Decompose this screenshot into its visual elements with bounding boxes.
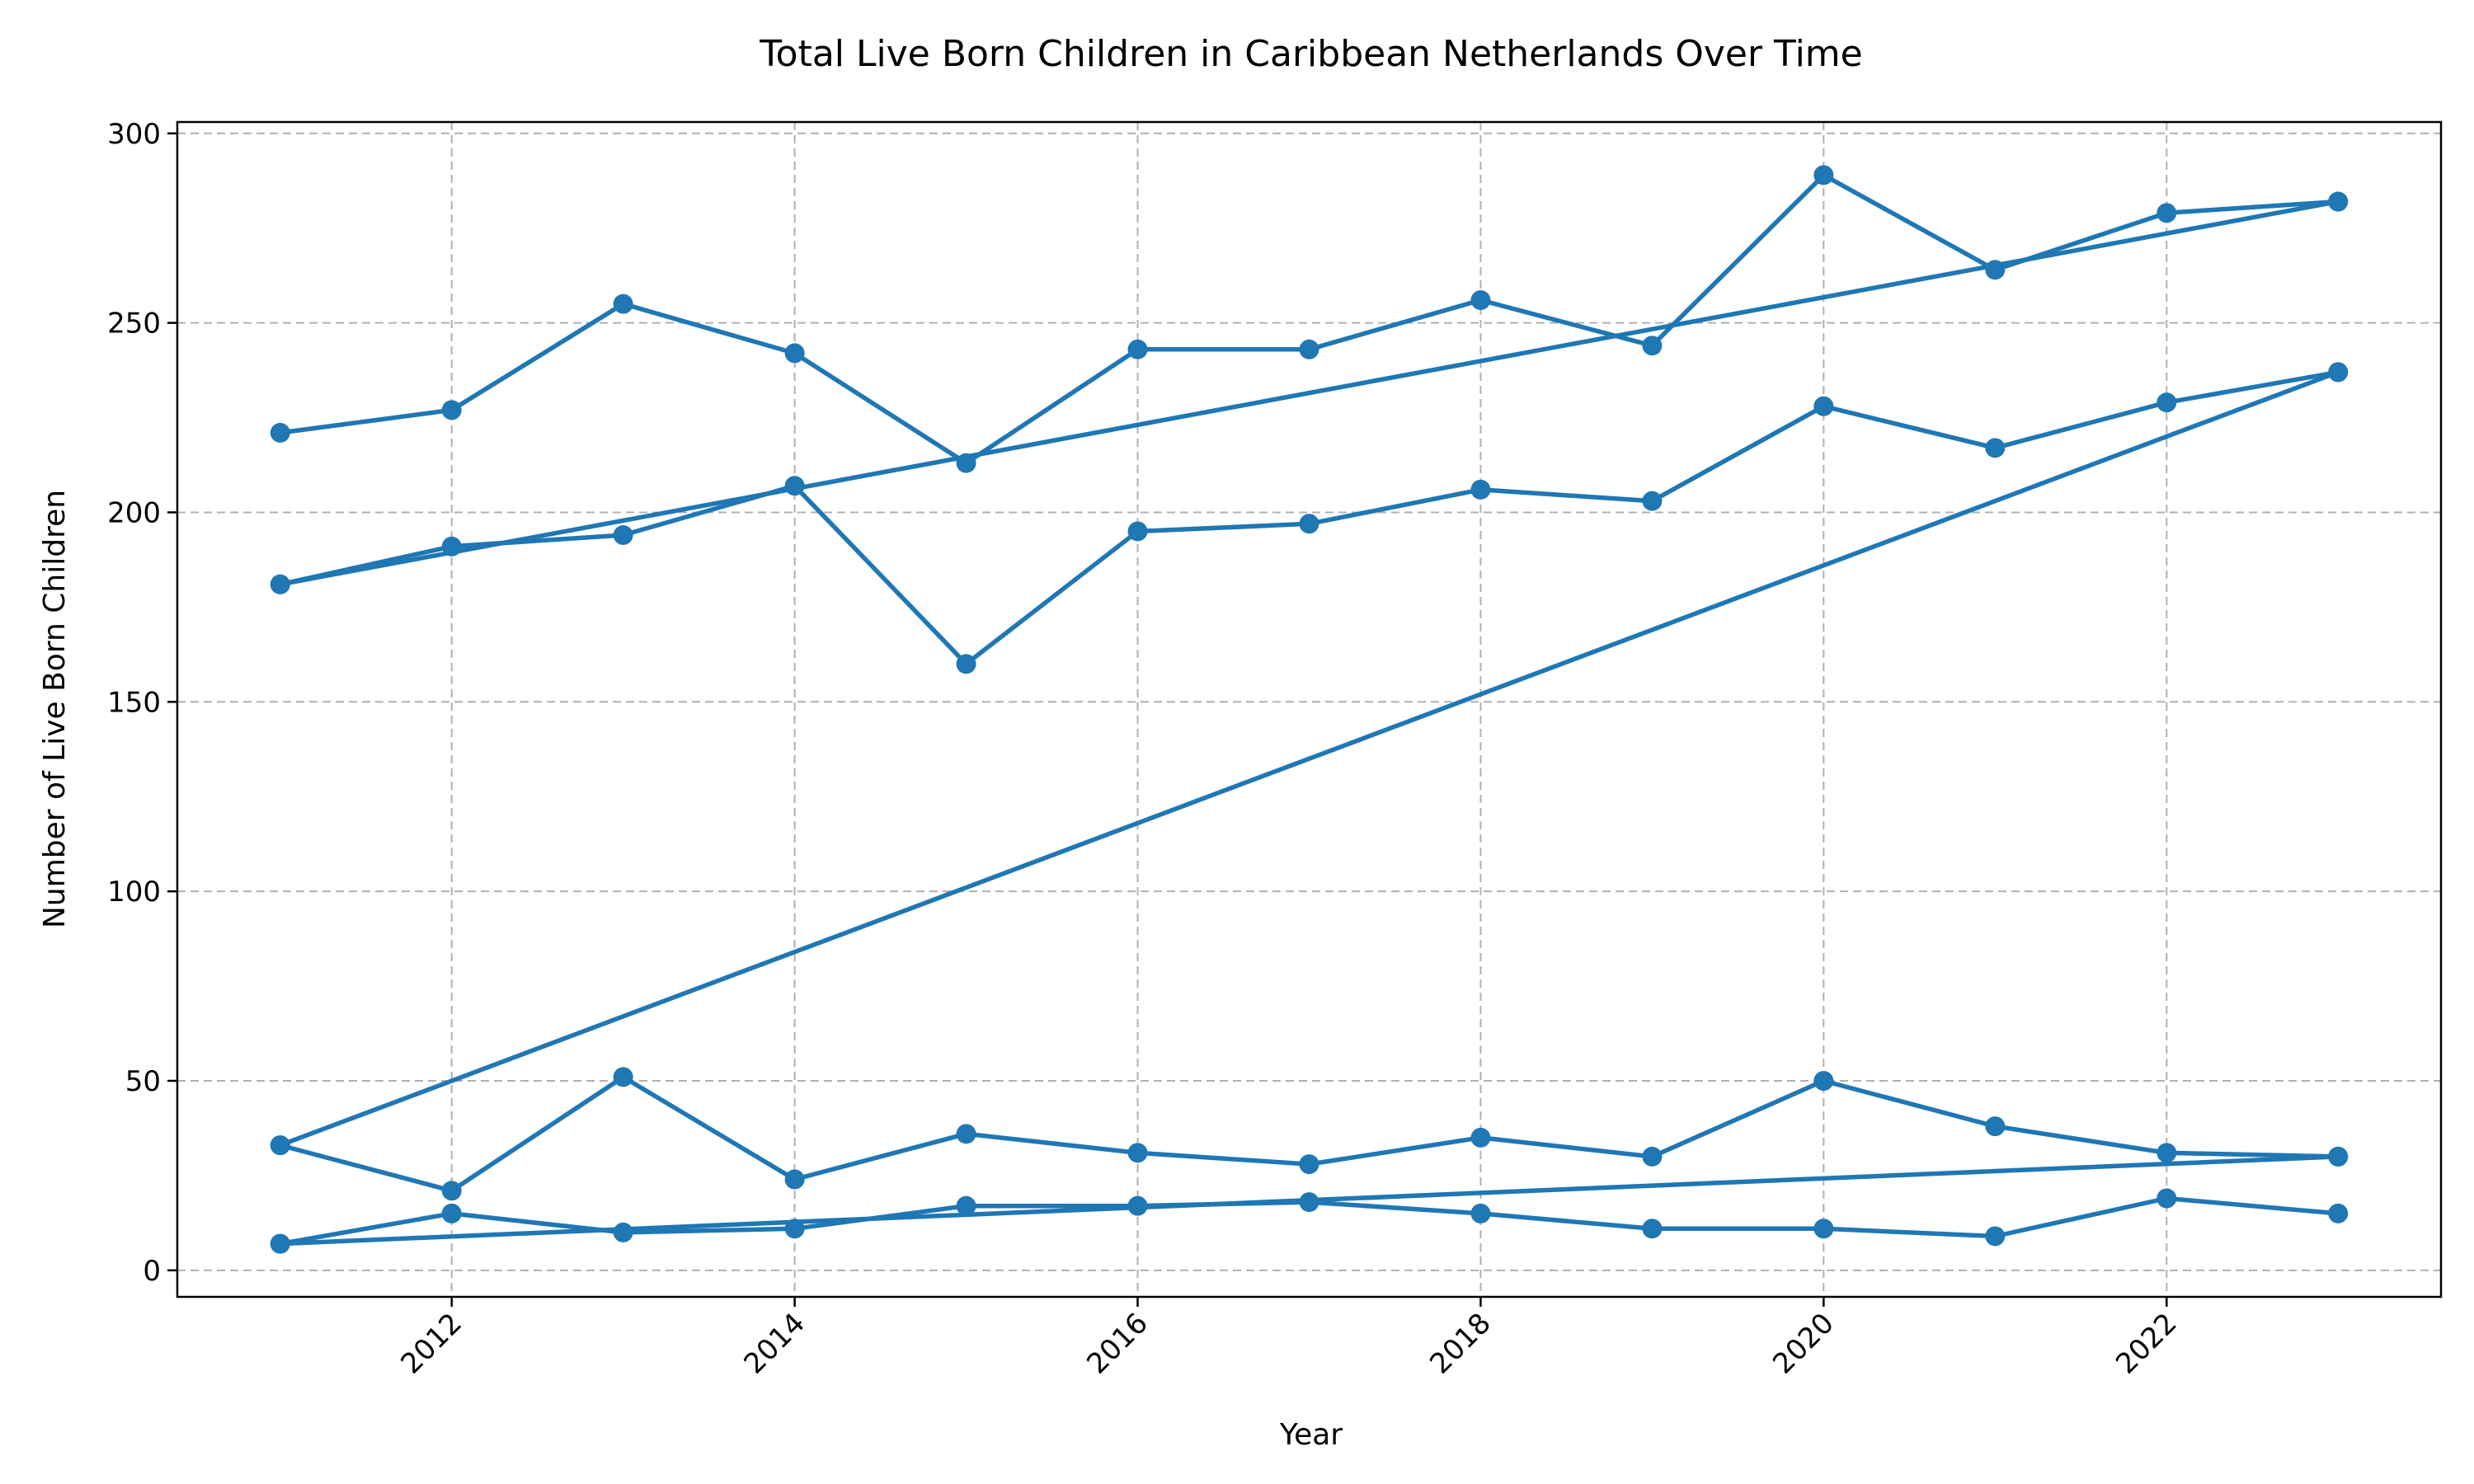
data-point — [1985, 1226, 2006, 1247]
data-point — [1470, 1203, 1491, 1223]
series-3 — [270, 362, 2349, 674]
data-point — [1299, 514, 1319, 534]
data-point — [2157, 392, 2177, 413]
data-point — [784, 1219, 805, 1239]
y-tick-label: 200 — [107, 496, 161, 529]
y-tick-label: 50 — [125, 1065, 161, 1098]
grid — [177, 122, 2441, 1297]
chart-title: Total Live Born Children in Caribbean Ne… — [759, 33, 1863, 75]
data-point — [1985, 1116, 2006, 1137]
series-layer — [270, 165, 2349, 1254]
data-point — [270, 1233, 290, 1254]
data-point — [270, 422, 290, 443]
y-tick-label: 100 — [107, 876, 161, 909]
data-point — [956, 1195, 976, 1216]
data-point — [1470, 1127, 1491, 1148]
data-point — [1299, 1154, 1319, 1175]
data-point — [613, 1067, 633, 1087]
x-tick-label: 2014 — [738, 1307, 811, 1380]
y-axis-label: Number of Live Born Children — [38, 490, 72, 928]
data-point — [2328, 1146, 2349, 1167]
plot-frame — [176, 120, 2443, 1298]
y-tick-label: 150 — [107, 686, 161, 719]
data-point — [2157, 1188, 2177, 1209]
data-point — [2157, 203, 2177, 223]
data-point — [613, 1222, 633, 1242]
data-point — [2328, 1203, 2349, 1223]
data-point — [1813, 165, 1834, 186]
y-tick-label: 250 — [107, 308, 161, 340]
data-point — [613, 525, 633, 546]
data-point — [1642, 1219, 1663, 1239]
series-line — [278, 199, 2340, 587]
x-axis-label: Year — [1279, 1418, 1343, 1452]
data-point — [1813, 396, 1834, 416]
data-point — [1813, 1070, 1834, 1091]
data-point — [784, 476, 805, 496]
data-point — [1985, 438, 2006, 458]
data-point — [270, 1135, 290, 1156]
data-point — [1813, 1219, 1834, 1239]
data-point — [956, 1124, 976, 1144]
data-point — [1127, 339, 1148, 359]
data-point — [2328, 362, 2349, 383]
series-5 — [270, 1067, 2349, 1201]
series-line — [278, 172, 2340, 466]
data-point — [613, 294, 633, 314]
series-2 — [270, 191, 2349, 594]
data-point — [2157, 1143, 2177, 1163]
x-axis: 2012 2014 2016 2018 2020 2022 — [395, 1297, 2184, 1381]
data-point — [1127, 1195, 1148, 1216]
y-tick-label: 300 — [107, 118, 161, 151]
series-1 — [270, 165, 2349, 473]
data-point — [441, 1203, 462, 1223]
data-point — [956, 654, 976, 674]
data-point — [1642, 491, 1663, 511]
data-point — [1299, 339, 1319, 359]
data-point — [1299, 1192, 1319, 1213]
series-4 — [270, 362, 2349, 1156]
data-point — [2328, 191, 2349, 212]
data-point — [441, 536, 462, 556]
x-tick-label: 2018 — [1423, 1307, 1497, 1380]
data-point — [1642, 1146, 1663, 1167]
x-tick-label: 2016 — [1080, 1307, 1154, 1380]
data-point — [784, 1169, 805, 1190]
data-point — [1127, 521, 1148, 542]
data-point — [1470, 290, 1491, 311]
data-point — [1470, 479, 1491, 500]
x-tick-label: 2020 — [1766, 1307, 1840, 1380]
series-7 — [270, 1188, 2349, 1254]
y-tick-label: 0 — [143, 1255, 161, 1288]
data-point — [1642, 336, 1663, 356]
data-point — [1127, 1143, 1148, 1163]
y-axis: 0 50 100 150 200 250 300 — [107, 118, 177, 1288]
x-tick-label: 2012 — [395, 1307, 468, 1380]
series-line — [278, 369, 2340, 1148]
data-point — [784, 343, 805, 364]
data-point — [441, 1181, 462, 1201]
data-point — [270, 574, 290, 594]
data-point — [441, 400, 462, 420]
x-tick-label: 2022 — [2109, 1307, 2183, 1380]
